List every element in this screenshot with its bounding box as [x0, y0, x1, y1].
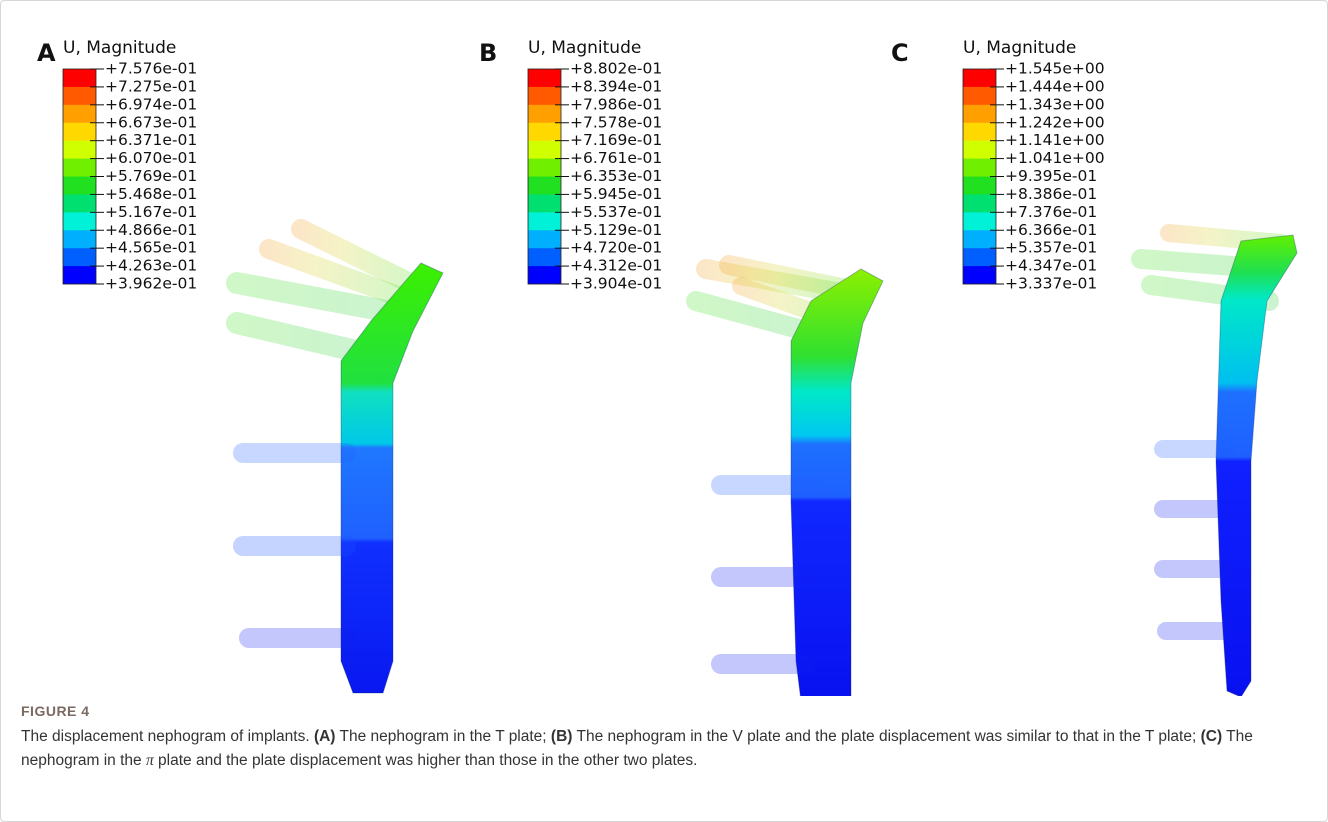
legend-tick-label: +5.945e-01	[570, 185, 662, 203]
legend-tick-label: +4.347e-01	[1005, 257, 1097, 275]
legend-band	[963, 194, 996, 212]
legend-tick-label: +1.545e+00	[1005, 60, 1105, 78]
legend-tick-label: +1.242e+00	[1005, 113, 1105, 131]
legend-title: U, Magnitude	[528, 38, 641, 58]
panel-label: B	[479, 39, 497, 67]
figure: A U, Magnitude +7.576e-01+7.275e-01+6.974e…	[1, 1, 1327, 696]
legend-band	[63, 159, 96, 177]
legend-band	[963, 212, 996, 230]
model-c	[1141, 233, 1297, 696]
legend-band	[528, 69, 561, 87]
legend-band	[63, 266, 96, 284]
legend-band	[63, 141, 96, 159]
legend-tick-label: +9.395e-01	[1005, 167, 1097, 185]
legend-tick-label: +3.904e-01	[570, 275, 662, 293]
legend-band	[528, 123, 561, 141]
caption-item-text: plate and the plate displacement was hig…	[158, 752, 697, 769]
legend-tick-label: +7.578e-01	[570, 113, 662, 131]
legend-band	[528, 105, 561, 123]
legend-band	[63, 69, 96, 87]
legend-band	[528, 266, 561, 284]
legend-band	[63, 194, 96, 212]
legend-band	[963, 248, 996, 266]
legend-tick-label: +6.366e-01	[1005, 221, 1097, 239]
legend-band	[63, 177, 96, 195]
legend-tick-label: +4.866e-01	[105, 221, 197, 239]
legend-band	[528, 141, 561, 159]
legend-band	[963, 159, 996, 177]
legend-band	[963, 177, 996, 195]
legend-band	[63, 248, 96, 266]
legend-tick-label: +4.312e-01	[570, 257, 662, 275]
figure-page: A U, Magnitude +7.576e-01+7.275e-01+6.974e…	[0, 0, 1328, 822]
legend-band	[963, 230, 996, 248]
legend-tick-label: +8.394e-01	[570, 77, 662, 95]
legend-tick-label: +7.169e-01	[570, 131, 662, 149]
legend-band	[963, 87, 996, 105]
legend-band	[528, 177, 561, 195]
legend-tick-label: +1.343e+00	[1005, 95, 1105, 113]
legend-band	[528, 87, 561, 105]
legend-band	[528, 212, 561, 230]
legend-tick-label: +7.376e-01	[1005, 203, 1097, 221]
legend-tick-label: +7.986e-01	[570, 95, 662, 113]
legend-band	[63, 123, 96, 141]
caption: FIGURE 4 The displacement nephogram of i…	[21, 699, 1301, 773]
legend-tick-label: +5.357e-01	[1005, 239, 1097, 257]
model-b	[696, 265, 883, 696]
legend-tick-label: +3.337e-01	[1005, 275, 1097, 293]
legend-band	[528, 230, 561, 248]
legend-tick-label: +3.962e-01	[105, 275, 197, 293]
legend-tick-label: +7.576e-01	[105, 60, 197, 78]
legend-band	[63, 212, 96, 230]
legend-tick-label: +7.275e-01	[105, 77, 197, 95]
legend-tick-label: +1.041e+00	[1005, 149, 1105, 167]
legend-band	[963, 123, 996, 141]
legend-band	[63, 87, 96, 105]
legend-tick-label: +6.761e-01	[570, 149, 662, 167]
panel-label: C	[891, 39, 909, 67]
caption-text: The displacement nephogram of implants. …	[21, 725, 1301, 773]
caption-item-text: The nephogram in the T plate;	[340, 728, 547, 745]
legend-tick-label: +6.974e-01	[105, 95, 197, 113]
panel-label: A	[37, 39, 56, 67]
caption-intro: The displacement nephogram of implants.	[21, 728, 310, 745]
caption-item-label: (C)	[1201, 728, 1223, 745]
legend-band	[63, 230, 96, 248]
legend-tick-label: +6.070e-01	[105, 149, 197, 167]
legend-band	[963, 105, 996, 123]
legend-tick-label: +4.263e-01	[105, 257, 197, 275]
legend-band	[963, 266, 996, 284]
legend-tick-label: +6.353e-01	[570, 167, 662, 185]
legend-tick-label: +6.371e-01	[105, 131, 197, 149]
legend-tick-label: +8.386e-01	[1005, 185, 1097, 203]
legend-band	[528, 194, 561, 212]
caption-item-label: (B)	[551, 728, 573, 745]
legend-band	[528, 248, 561, 266]
caption-symbol: π	[146, 752, 154, 769]
legend-band	[963, 141, 996, 159]
legend-tick-label: +8.802e-01	[570, 60, 662, 78]
legend-title: U, Magnitude	[63, 38, 176, 58]
legend-tick-label: +1.444e+00	[1005, 77, 1105, 95]
model-a	[237, 229, 443, 693]
legend-tick-label: +4.720e-01	[570, 239, 662, 257]
legend-tick-label: +5.769e-01	[105, 167, 197, 185]
legend-tick-label: +1.141e+00	[1005, 131, 1105, 149]
legend-tick-label: +5.167e-01	[105, 203, 197, 221]
figure-label: FIGURE 4	[21, 699, 1301, 723]
legend-band	[963, 69, 996, 87]
caption-item-text: The nephogram in the V plate and the pla…	[576, 728, 1196, 745]
legend-tick-label: +5.468e-01	[105, 185, 197, 203]
legend-band	[528, 159, 561, 177]
legend-band	[63, 105, 96, 123]
legend-tick-label: +5.129e-01	[570, 221, 662, 239]
caption-item-label: (A)	[314, 728, 336, 745]
legend-title: U, Magnitude	[963, 38, 1076, 58]
legend-tick-label: +5.537e-01	[570, 203, 662, 221]
legend-tick-label: +6.673e-01	[105, 113, 197, 131]
legend-tick-label: +4.565e-01	[105, 239, 197, 257]
